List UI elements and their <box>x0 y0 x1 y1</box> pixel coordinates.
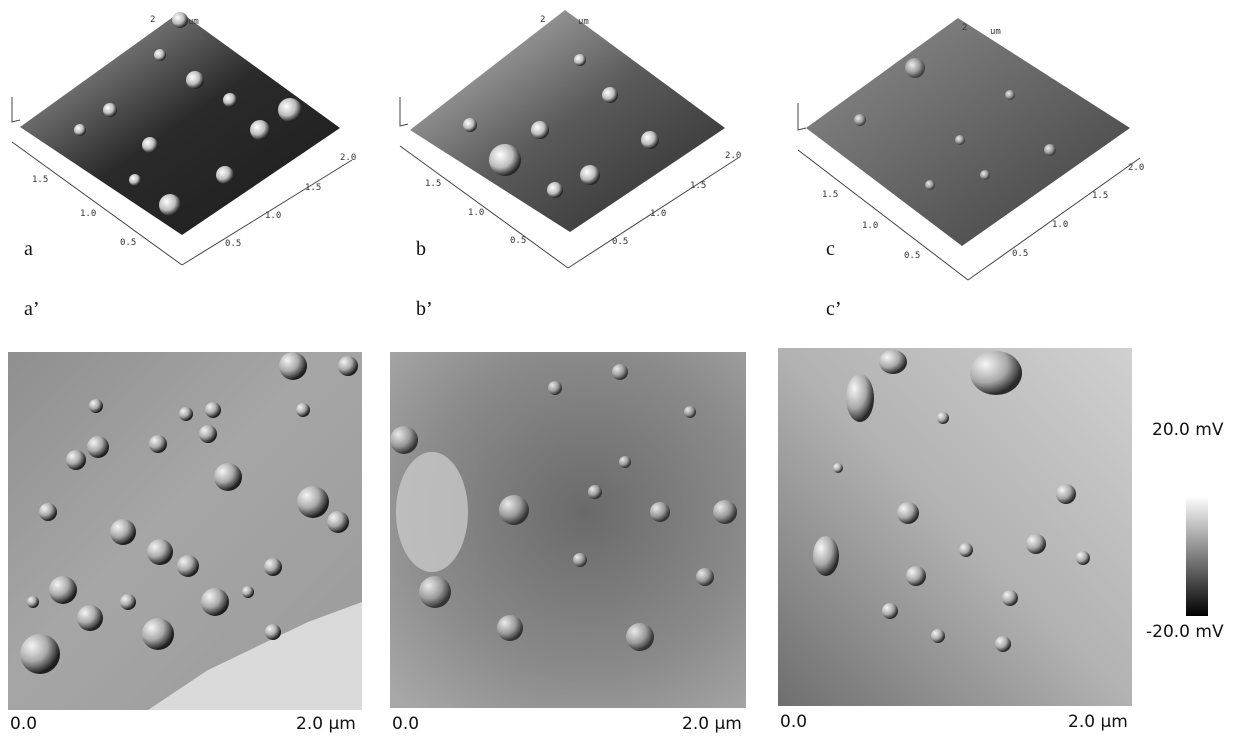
panel-a-3d: 2 um 1.5 1.0 0.5 0.5 1.0 1.5 2.0 <box>11 12 356 266</box>
tick-right: 1.5 <box>305 183 321 193</box>
panel-letter-b-prime: b’ <box>416 298 433 320</box>
axis-unit: um <box>990 27 1001 37</box>
tick-right: 1.5 <box>690 181 706 191</box>
tick-right: 0.5 <box>1012 249 1028 259</box>
scale-end-b-prime: 2.0 µm <box>682 714 742 734</box>
tick-left: 0.5 <box>510 236 526 246</box>
scale-start-b-prime: 0.0 <box>392 714 420 734</box>
panel-letter-b: b <box>416 238 426 260</box>
tick-left: 1.0 <box>468 208 484 218</box>
scale-end-a-prime: 2.0 µm <box>296 714 356 734</box>
tick-left: 1.0 <box>80 209 96 219</box>
top-tick: 2 <box>150 15 155 25</box>
panel-letter-a-prime: a’ <box>24 298 40 320</box>
scale-start-a-prime: 0.0 <box>10 714 38 734</box>
axis-unit: um <box>578 17 589 27</box>
tick-left: 1.5 <box>32 175 48 185</box>
afm-image-b-prime <box>390 352 746 708</box>
panel-letter-c-prime: c’ <box>826 298 842 320</box>
tick-left: 0.5 <box>120 238 136 248</box>
tick-left: 1.0 <box>862 221 878 231</box>
tick-left: 1.5 <box>822 190 838 200</box>
afm-image-c-prime <box>778 348 1132 706</box>
panel-c-3d: 2 um 1.5 1.0 0.5 0.5 1.0 1.5 2.0 <box>797 18 1144 281</box>
scale-end-c-prime: 2.0 µm <box>1068 712 1128 732</box>
tick-left: 0.5 <box>904 251 920 261</box>
tick-right: 0.5 <box>612 237 628 247</box>
colorbar-min-label: -20.0 mV <box>1146 622 1224 642</box>
tick-right: 2.0 <box>1128 163 1144 173</box>
tick-right: 1.5 <box>1092 191 1108 201</box>
3d-surface-panels: 2 um 1.5 1.0 0.5 0.5 1.0 1.5 2.0 2 um <box>11 10 1144 281</box>
tick-right: 1.0 <box>1052 220 1068 230</box>
tick-right: 2.0 <box>340 153 356 163</box>
panel-b-3d: 2 um 1.5 1.0 0.5 0.5 1.0 1.5 2.0 <box>399 10 741 269</box>
panel-letter-a: a <box>24 238 33 260</box>
top-tick: 2 <box>540 15 545 25</box>
colorbar-max-label: 20.0 mV <box>1152 420 1224 440</box>
top-tick: 2 <box>962 23 967 33</box>
tick-right: 0.5 <box>225 239 241 249</box>
scale-start-c-prime: 0.0 <box>780 712 808 732</box>
afm-image-a-prime <box>8 352 362 710</box>
tick-left: 1.5 <box>425 179 441 189</box>
panel-letter-c: c <box>826 238 835 260</box>
tick-right: 1.0 <box>650 209 666 219</box>
tick-right: 2.0 <box>725 151 741 161</box>
colorbar <box>1186 498 1208 616</box>
tick-right: 1.0 <box>265 211 281 221</box>
axis-unit: um <box>188 17 199 27</box>
